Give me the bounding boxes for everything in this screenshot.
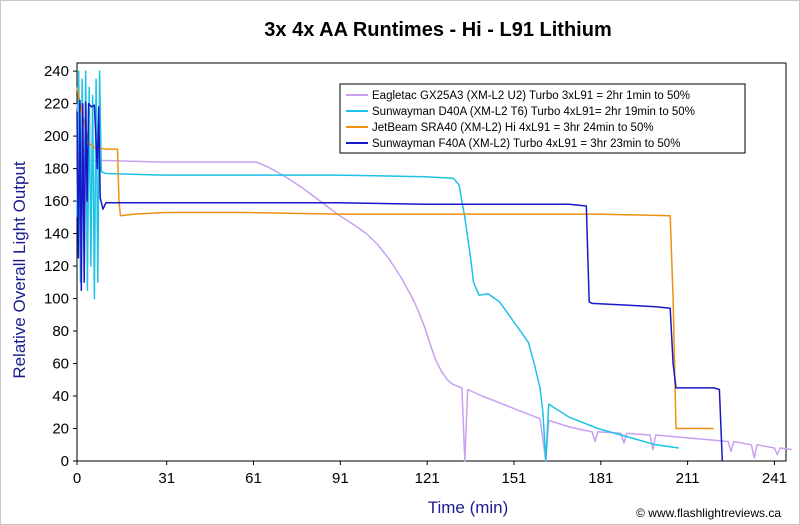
y-tick-label: 200 [44,128,69,145]
legend-label-3: JetBeam SRA40 (XM-L2) Hi 4xL91 = 3hr 24m… [372,122,654,134]
y-tick-label: 80 [52,323,69,340]
credit-text: © www.flashlightreviews.ca [636,506,781,520]
x-tick-label: 241 [762,470,787,487]
series-line-2 [76,70,680,462]
y-tick-label: 0 [61,453,69,470]
x-tick-label: 121 [415,470,440,487]
series-line-3 [76,87,714,430]
legend-label-4: Sunwayman F40A (XM-L2) Turbo 4xL91 = 3hr… [372,138,680,150]
series-line-1 [76,103,792,462]
y-tick-label: 160 [44,193,69,210]
y-tick-label: 100 [44,291,69,308]
x-axis-title: Time (min) [428,498,509,517]
x-tick-label: 91 [332,470,349,487]
x-tick-label: 181 [588,470,613,487]
y-tick-label: 240 [44,63,69,80]
y-tick-label: 40 [52,388,69,405]
x-tick-label: 151 [501,470,526,487]
legend: Eagletac GX25A3 (XM-L2 U2) Turbo 3xL91 =… [339,83,746,154]
y-tick-label: 140 [44,226,69,243]
x-tick-label: 61 [245,470,262,487]
x-axis: 0 31 61 91 121 151 181 211 241 [73,461,787,487]
y-tick-label: 120 [44,258,69,275]
legend-label-1: Eagletac GX25A3 (XM-L2 U2) Turbo 3xL91 =… [372,90,690,102]
y-axis: 0 20 40 60 80 100 120 140 160 180 200 220 240 [44,63,77,470]
y-axis-title: Relative Overall Light Output [10,161,29,379]
series-lines [76,70,792,462]
chart-title: 3x 4x AA Runtimes - Hi - L91 Lithium [264,19,611,41]
y-tick-label: 180 [44,161,69,178]
legend-box [339,83,746,154]
y-tick-label: 60 [52,356,69,373]
y-tick-label: 20 [52,421,69,438]
y-tick-label: 220 [44,96,69,113]
x-tick-label: 211 [676,470,700,487]
series-line-4 [76,99,724,462]
x-tick-label: 0 [73,470,81,487]
legend-label-2: Sunwayman D40A (XM-L2 T6) Turbo 4xL91= 2… [372,106,695,118]
x-tick-label: 31 [158,470,175,487]
